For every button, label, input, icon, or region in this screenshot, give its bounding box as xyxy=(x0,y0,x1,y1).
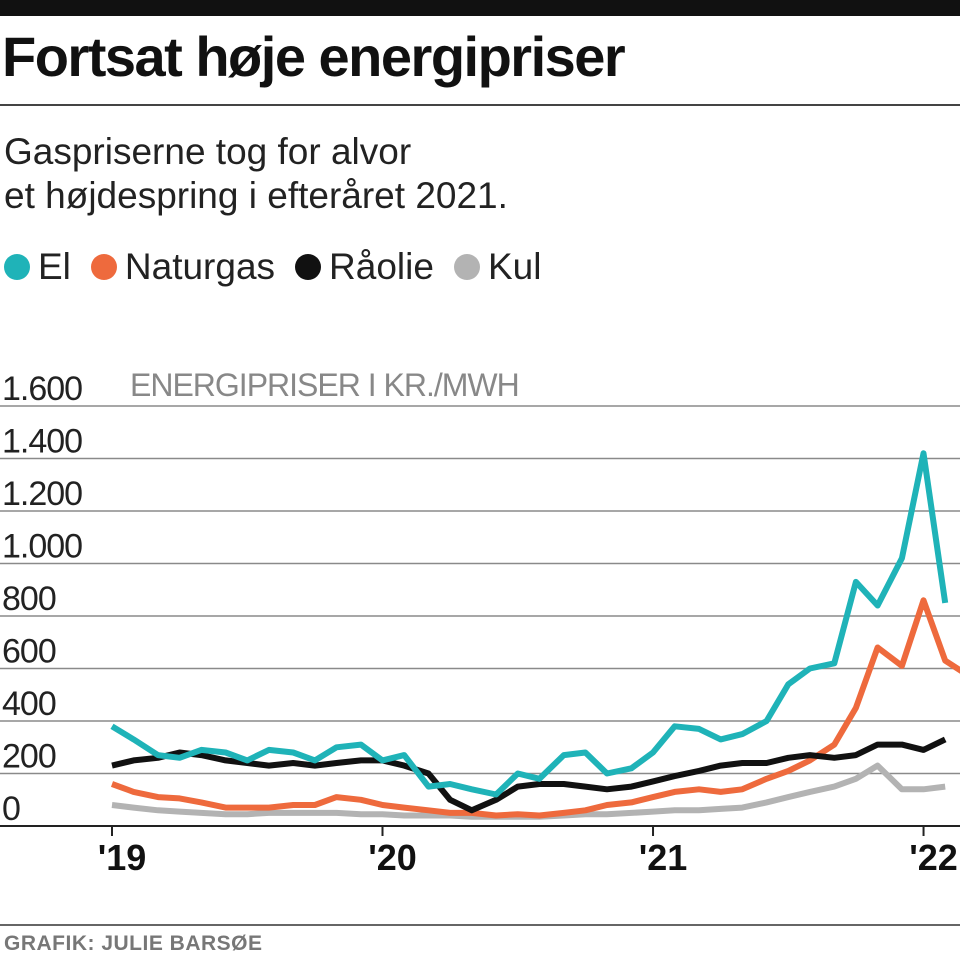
y-axis-title: ENERGIPRISER I KR./MWH xyxy=(130,367,519,403)
title-divider xyxy=(0,104,960,106)
x-tick-labels: '19 '20 '21 '22 xyxy=(98,837,958,878)
x-tick-marks xyxy=(111,826,925,836)
legend-dot-raaolie xyxy=(295,254,322,280)
series-line-raaolie xyxy=(111,736,947,814)
gridlines xyxy=(0,405,960,827)
legend-item-kul: Kul xyxy=(453,246,542,288)
y-tick-label: 1.200 xyxy=(2,475,82,513)
series-lines xyxy=(110,450,960,820)
x-tick-label: '20 xyxy=(368,837,417,878)
graphic-credit: GRAFIK: JULIE BARSØE xyxy=(4,932,263,955)
subtitle-line-1: Gaspriserne tog for alvor xyxy=(4,131,412,172)
legend-label-kul: Kul xyxy=(487,246,542,287)
series-line-naturgas xyxy=(110,597,960,819)
footer-divider xyxy=(0,924,960,926)
legend-item-raaolie: Råolie xyxy=(295,246,434,288)
legend-item-naturgas: Naturgas xyxy=(90,246,276,288)
legend-label-naturgas: Naturgas xyxy=(124,246,276,287)
x-tick-label: '21 xyxy=(639,837,688,878)
y-tick-label: 0 xyxy=(2,790,20,828)
subtitle-line-2: et højdespring i efteråret 2021. xyxy=(4,175,508,216)
legend-label-el: El xyxy=(38,246,71,287)
y-tick-label: 1.000 xyxy=(2,528,82,566)
y-tick-label: 800 xyxy=(2,580,56,618)
legend-dot-el xyxy=(4,254,30,280)
y-tick-label: 200 xyxy=(2,738,56,776)
y-tick-label: 1.600 xyxy=(2,370,82,408)
legend-item-el: El xyxy=(4,246,71,288)
legend-dot-naturgas xyxy=(90,254,117,280)
line-chart: ENERGIPRISER I KR./MWH 0 200 400 600 800 1.00… xyxy=(0,367,960,878)
chart-title: Fortsat høje energipriser xyxy=(2,25,626,88)
legend-label-raaolie: Råolie xyxy=(329,246,434,287)
top-rule xyxy=(0,0,960,16)
x-tick-label: '22 xyxy=(909,837,958,878)
y-tick-label: 1.400 xyxy=(2,423,82,461)
y-tick-labels: 0 200 400 600 800 1.000 1.200 1.400 1.600 xyxy=(2,370,83,828)
x-tick-label: '19 xyxy=(98,837,147,878)
legend: El Naturgas Råolie Kul xyxy=(4,246,561,288)
series-line-el xyxy=(110,450,949,798)
y-tick-label: 600 xyxy=(2,633,56,671)
y-tick-label: 400 xyxy=(2,685,56,723)
legend-dot-kul xyxy=(453,254,480,280)
chart-subtitle: Gaspriserne tog for alvor et højdespring… xyxy=(4,130,508,218)
